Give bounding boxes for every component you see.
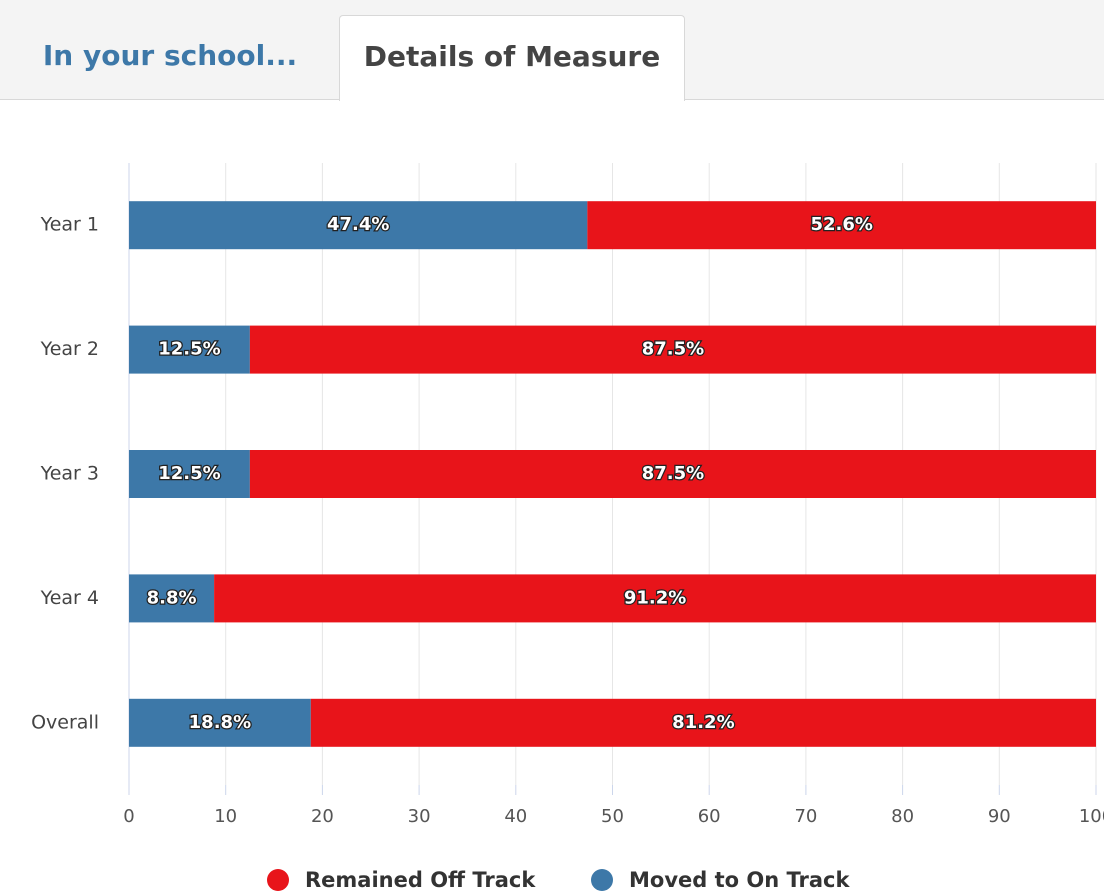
x-tick-label: 10 bbox=[214, 806, 237, 827]
legend-swatch bbox=[591, 869, 613, 891]
x-tick-label: 80 bbox=[891, 806, 914, 827]
x-tick-label: 0 bbox=[123, 806, 134, 827]
x-tick-label: 50 bbox=[601, 806, 624, 827]
data-label: 87.5% bbox=[642, 339, 704, 360]
x-tick-label: 100 bbox=[1079, 806, 1104, 827]
legend-label: Remained Off Track bbox=[305, 868, 536, 892]
bar-segment bbox=[214, 574, 1096, 623]
x-tick-label: 90 bbox=[988, 806, 1011, 827]
bar-segment bbox=[249, 325, 1096, 374]
bar-segment bbox=[249, 450, 1096, 498]
x-tick-label: 20 bbox=[311, 806, 334, 827]
x-tick-label: 70 bbox=[794, 806, 817, 827]
tab-active[interactable]: Details of Measure bbox=[339, 15, 685, 101]
tab[interactable]: In your school... bbox=[42, 39, 298, 72]
legend-swatch bbox=[267, 869, 289, 891]
category-label: Overall bbox=[31, 711, 99, 733]
bar-segment bbox=[310, 698, 1096, 747]
data-label: 81.2% bbox=[672, 712, 734, 733]
category-label: Year 1 bbox=[40, 214, 99, 236]
tab-bar: In your school... Details of Measure bbox=[0, 0, 1104, 101]
data-label: 47.4% bbox=[327, 214, 389, 235]
data-label: 12.5% bbox=[158, 463, 220, 484]
bar-segment bbox=[129, 574, 215, 623]
bar-segment bbox=[129, 325, 250, 374]
data-label: 91.2% bbox=[624, 587, 686, 608]
bar-segment bbox=[587, 201, 1096, 250]
data-label: 8.8% bbox=[147, 587, 197, 608]
category-label: Year 4 bbox=[40, 587, 99, 609]
data-label: 52.6% bbox=[810, 214, 872, 235]
bar-segment bbox=[129, 450, 250, 498]
data-label: 87.5% bbox=[642, 463, 704, 484]
x-tick-label: 40 bbox=[504, 806, 527, 827]
bar-segment bbox=[129, 201, 588, 250]
data-label: 12.5% bbox=[158, 339, 220, 360]
category-label: Year 3 bbox=[40, 463, 99, 485]
x-tick-label: 60 bbox=[698, 806, 721, 827]
x-tick-label: 30 bbox=[408, 806, 431, 827]
bar-segment bbox=[129, 698, 311, 747]
data-label: 18.8% bbox=[189, 712, 251, 733]
legend-label: Moved to On Track bbox=[629, 868, 850, 892]
category-label: Year 2 bbox=[40, 338, 99, 360]
